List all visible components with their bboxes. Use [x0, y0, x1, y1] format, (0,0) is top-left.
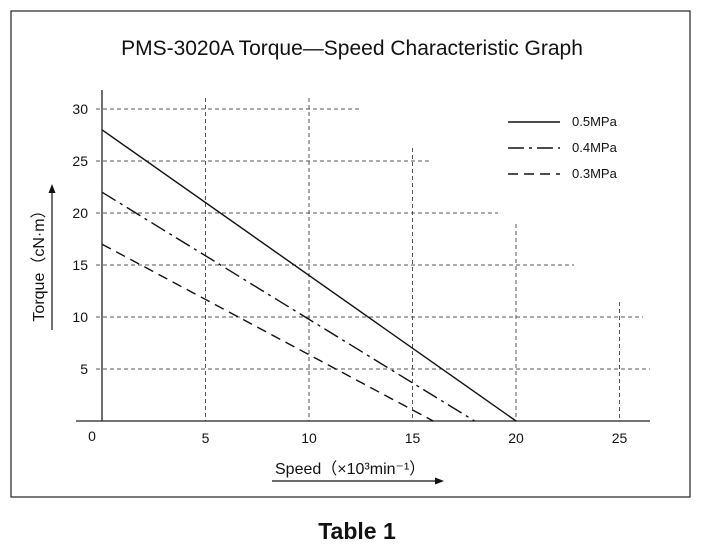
axis-labels: Torque（cN·m） Speed（×10³min⁻¹）: [30, 184, 444, 485]
y-tick-label: 30: [72, 101, 88, 117]
x-tick-label: 5: [202, 430, 210, 446]
chart-border: [10, 10, 691, 498]
x-tick-label: 15: [405, 430, 421, 446]
legend: 0.5MPa 0.4MPa 0.3MPa: [508, 114, 618, 181]
origin-label: 0: [88, 428, 96, 444]
x-tick-label: 10: [301, 430, 317, 446]
y-tick-label: 5: [80, 361, 88, 377]
chart: PMS-3020A Torque—Speed Characteristic Gr…: [10, 10, 691, 498]
series-lines: [101, 129, 517, 422]
legend-label: 0.5MPa: [572, 114, 618, 129]
y-tick-label: 25: [72, 153, 88, 169]
grid: [96, 98, 650, 421]
x-tick-label: 25: [612, 430, 628, 446]
y-tick-label: 20: [72, 205, 88, 221]
tick-labels: 5 10 15 20 25 30 5 10 15 20 25 0: [72, 101, 627, 446]
series-line-0.3mpa: [101, 243, 434, 422]
y-tick-label: 10: [72, 309, 88, 325]
table-caption: Table 1: [318, 518, 396, 544]
x-tick-label: 20: [508, 430, 524, 446]
x-axis-label: Speed（×10³min⁻¹）: [275, 460, 425, 478]
y-axis-label: Torque（cN·m）: [30, 202, 48, 321]
legend-label: 0.3MPa: [572, 166, 618, 181]
legend-label: 0.4MPa: [572, 140, 618, 155]
chart-title: PMS-3020A Torque—Speed Characteristic Gr…: [121, 37, 583, 60]
y-axis-label-arrowhead: [48, 184, 56, 193]
series-line-0.5mpa: [101, 129, 517, 422]
axes: [76, 90, 650, 422]
x-axis-label-arrowhead: [435, 477, 444, 485]
y-tick-label: 15: [72, 257, 88, 273]
series-line-0.4mpa: [101, 191, 475, 422]
